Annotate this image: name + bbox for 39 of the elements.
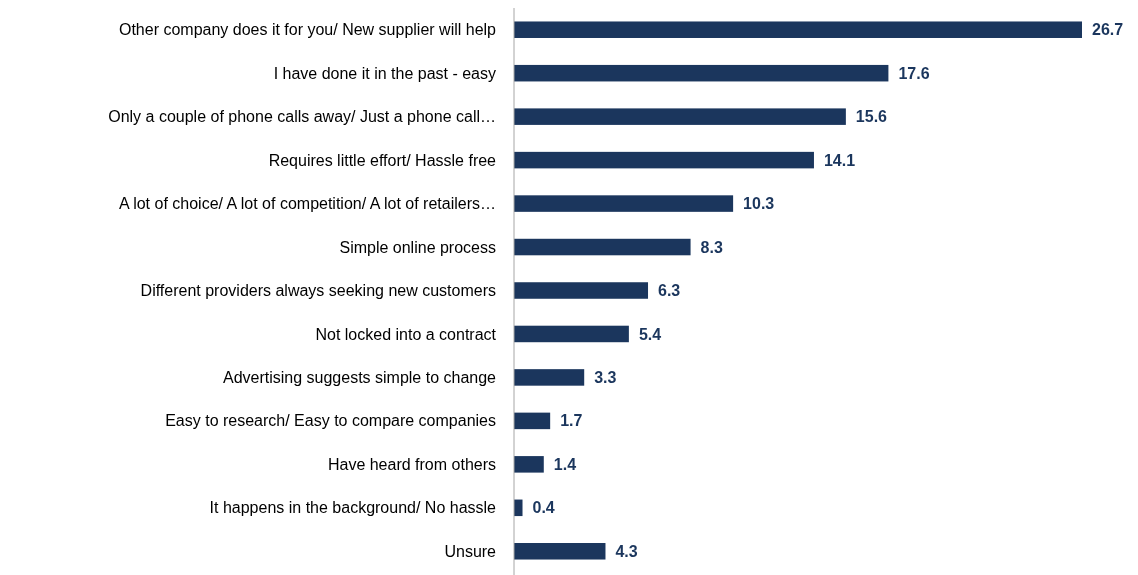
data-label: 1.7 <box>560 412 583 430</box>
bar <box>514 21 1082 38</box>
bar <box>514 543 606 560</box>
bar <box>514 108 846 125</box>
bar <box>514 238 691 256</box>
data-label: 15.6 <box>855 108 888 126</box>
data-label: 3.3 <box>594 369 617 387</box>
y-tick-label: It happens in the background/ No hassle <box>209 499 497 517</box>
bar <box>514 325 629 343</box>
data-label: 1.4 <box>553 455 577 473</box>
data-label: 4.3 <box>615 542 638 560</box>
bar <box>514 456 544 473</box>
y-tick-label: Have heard from others <box>327 455 496 473</box>
y-tick-label: Advertising suggests simple to change <box>222 369 497 387</box>
y-tick-label: Different providers always seeking new customers <box>140 282 496 300</box>
bar <box>514 412 551 430</box>
y-tick-label: Easy to research/ Easy to compare companies <box>165 412 496 430</box>
data-label: 14.1 <box>823 151 856 169</box>
bar <box>514 195 734 212</box>
y-tick-label: Simple online process <box>339 238 496 256</box>
bar <box>514 499 523 517</box>
data-label: 0.4 <box>532 499 555 517</box>
data-label: 26.7 <box>1092 21 1124 39</box>
y-tick-label: Other company does it for you/ New supplier will help <box>118 21 497 39</box>
bar <box>514 369 585 386</box>
bar <box>514 151 814 169</box>
y-tick-label: Unsure <box>444 542 497 560</box>
data-label: 8.3 <box>700 238 723 256</box>
data-label: 10.3 <box>743 195 775 213</box>
data-label: 6.3 <box>658 282 681 300</box>
y-tick-label: Only a couple of phone calls away/ Just a phone call… <box>108 108 496 126</box>
data-label: 17.6 <box>898 64 930 82</box>
y-tick-label: Requires little effort/ Hassle free <box>268 151 497 169</box>
y-tick-label: I have done it in the past - easy <box>273 64 496 82</box>
data-label: 5.4 <box>638 325 662 343</box>
bar <box>514 64 889 82</box>
y-tick-label: Not locked into a contract <box>315 325 497 343</box>
y-tick-label: A lot of choice/ A lot of competition/ A lot of retailers… <box>118 195 496 213</box>
bar <box>514 282 649 299</box>
